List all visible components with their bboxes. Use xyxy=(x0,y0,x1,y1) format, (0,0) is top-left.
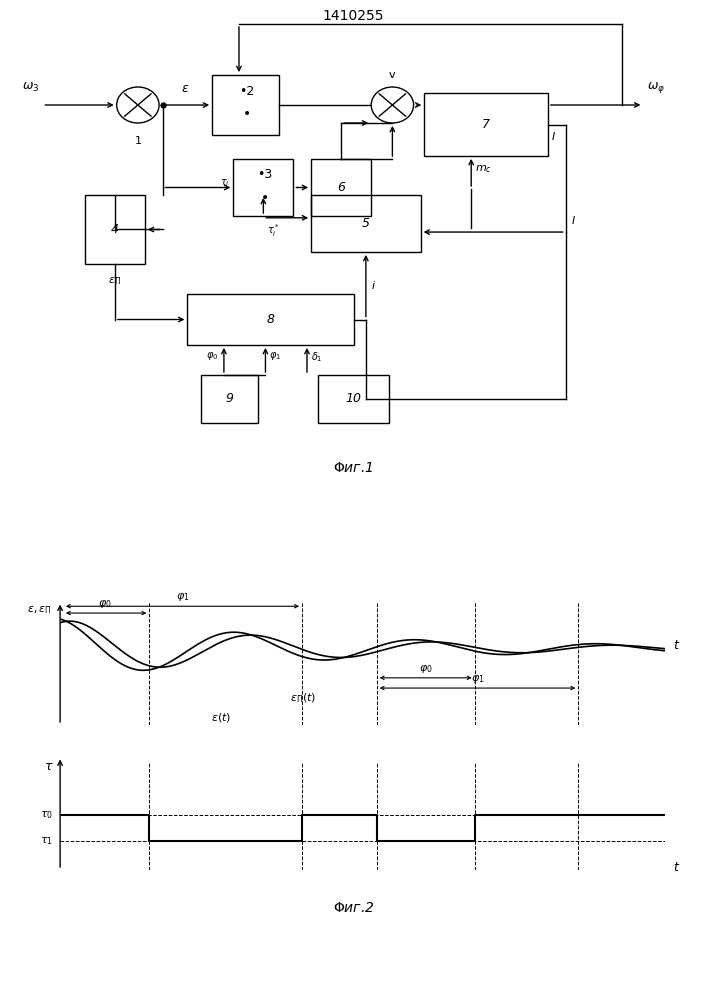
Text: $\tau_i$: $\tau_i$ xyxy=(220,177,230,189)
Text: $\tau_1$: $\tau_1$ xyxy=(40,835,53,847)
Text: •3: •3 xyxy=(257,168,272,181)
Text: $\varphi_1$: $\varphi_1$ xyxy=(269,350,281,362)
Bar xyxy=(187,294,354,345)
Text: $\tau$: $\tau$ xyxy=(44,760,53,773)
Text: 1410255: 1410255 xyxy=(323,9,384,23)
Text: $\delta_1$: $\delta_1$ xyxy=(310,350,322,364)
Text: $\tau_0$: $\tau_0$ xyxy=(40,809,53,821)
Bar xyxy=(318,375,389,423)
Text: $\varepsilon_\Pi$: $\varepsilon_\Pi$ xyxy=(108,275,122,287)
Text: 6: 6 xyxy=(337,181,345,194)
Text: $\varphi_0$: $\varphi_0$ xyxy=(206,350,218,362)
Text: v: v xyxy=(389,70,396,80)
Text: $\varphi_0$: $\varphi_0$ xyxy=(98,598,112,610)
Text: •: • xyxy=(243,107,251,121)
Text: $\varepsilon(t)$: $\varepsilon(t)$ xyxy=(211,711,231,724)
Text: $m_c$: $m_c$ xyxy=(475,163,492,175)
Text: 10: 10 xyxy=(346,392,361,406)
Bar xyxy=(85,195,145,264)
Text: $\varphi_0$: $\varphi_0$ xyxy=(419,663,433,675)
Text: $\varepsilon,\varepsilon_\Pi$: $\varepsilon,\varepsilon_\Pi$ xyxy=(27,604,52,616)
Text: $\Phi$иг.1: $\Phi$иг.1 xyxy=(333,461,374,475)
Text: I: I xyxy=(571,216,575,226)
Text: $\varphi_1$: $\varphi_1$ xyxy=(471,673,484,685)
Text: $t$: $t$ xyxy=(673,639,681,652)
Text: $\Phi$иг.2: $\Phi$иг.2 xyxy=(333,900,374,914)
Bar xyxy=(212,75,279,135)
Text: $\omega_\varphi$: $\omega_\varphi$ xyxy=(647,80,665,95)
Text: 4: 4 xyxy=(111,223,119,236)
Text: $t$: $t$ xyxy=(673,861,681,874)
Bar xyxy=(311,195,421,252)
Text: 5: 5 xyxy=(362,217,370,230)
Bar xyxy=(201,375,258,423)
Text: 8: 8 xyxy=(267,313,274,326)
Text: 1: 1 xyxy=(134,136,141,146)
Text: $\tau_i^*$: $\tau_i^*$ xyxy=(267,222,280,239)
Bar xyxy=(424,93,548,156)
Text: $\varphi_1$: $\varphi_1$ xyxy=(175,591,189,603)
Text: •: • xyxy=(260,191,269,205)
Text: $\varepsilon_\Pi(t)$: $\varepsilon_\Pi(t)$ xyxy=(291,691,317,705)
Text: $\omega_3$: $\omega_3$ xyxy=(21,81,39,94)
Text: i: i xyxy=(372,281,375,291)
Text: 9: 9 xyxy=(226,392,234,406)
Bar xyxy=(311,159,371,216)
Bar xyxy=(233,159,293,216)
Text: •2: •2 xyxy=(240,85,255,98)
Text: 7: 7 xyxy=(482,118,490,131)
Text: $\varepsilon$: $\varepsilon$ xyxy=(182,82,189,95)
Text: I: I xyxy=(551,132,555,142)
